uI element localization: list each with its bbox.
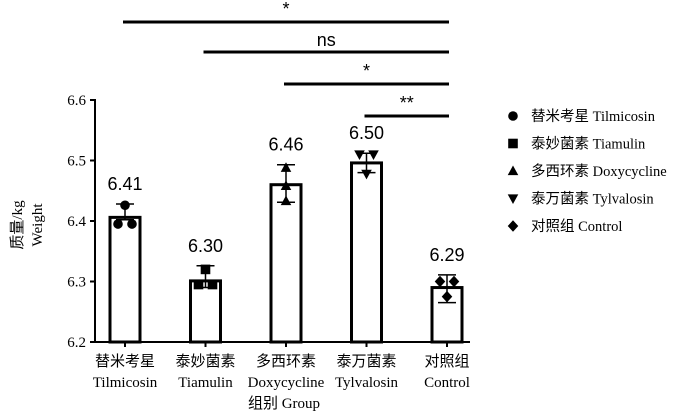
legend-marker [507, 220, 519, 232]
legend-label: 替米考星 Tilmicosin [531, 108, 656, 125]
data-point [441, 290, 453, 303]
legend: 替米考星 Tilmicosin 泰妙菌素 Tiamulin 多西环素 Doxycyc… [507, 108, 667, 235]
y-tick-label: 6.4 [67, 214, 86, 230]
data-point [368, 150, 379, 160]
bar-tylvalosin [350, 161, 383, 344]
data-point [127, 219, 137, 229]
y-tick-label: 6.6 [67, 93, 86, 109]
legend-marker [507, 194, 519, 205]
category-labels: 替米考星 Tilmicosin 泰妙菌素 Tiamulin 多西环素 Doxycyclin… [93, 353, 470, 412]
legend-label: 泰妙菌素 Tiamulin [531, 136, 646, 153]
data-point [280, 180, 292, 190]
category-label-en: Tiamulin [178, 375, 233, 391]
category-label-zh: 泰万菌素 [336, 353, 396, 370]
legend-label: 对照组 Control [531, 218, 622, 235]
y-axis-title-zh: 质量/kg [9, 200, 26, 250]
category-label-en: Control [424, 375, 470, 391]
category-label-zh: 对照组 [424, 353, 469, 370]
y-tick-label: 6.3 [67, 275, 86, 291]
data-point [207, 279, 218, 290]
significance-label: * [282, 0, 289, 19]
category-label-zh: 泰妙菌素 [175, 353, 235, 370]
data-point [193, 279, 204, 290]
bars: 6.41 6.30 6.46 6.50 6.29 [107, 123, 465, 344]
bar-tiamulin [189, 279, 222, 344]
significance-label: ns [317, 30, 336, 50]
bar-doxycycline [269, 183, 303, 344]
category-label-zh: 替米考星 [95, 353, 155, 370]
y-tick-label: 6.2 [67, 335, 86, 351]
value-label: 6.46 [268, 135, 303, 155]
y-tick-label: 6.5 [67, 154, 86, 170]
significance-label: ** [400, 93, 414, 113]
significance-brackets: *ns*** [123, 0, 449, 118]
category-label-en: Tylvalosin [335, 375, 399, 391]
legend-label: 泰万菌素 Tylvalosin [531, 191, 654, 208]
value-label: 6.29 [429, 245, 464, 265]
bar-tilmicosin [108, 215, 142, 344]
legend-marker [508, 138, 518, 149]
value-label: 6.50 [349, 123, 384, 143]
data-point [361, 169, 372, 180]
data-point [280, 162, 292, 172]
data-point [113, 219, 123, 229]
category-label-en: Tilmicosin [93, 375, 158, 391]
x-axis-title: 组别 Group [248, 395, 320, 412]
legend-label: 多西环素 Doxycycline [531, 163, 667, 180]
value-label: 6.41 [107, 174, 142, 194]
data-point [434, 275, 446, 288]
category-label-en: Doxycycline [248, 375, 325, 391]
data-point [280, 195, 292, 206]
data-point [448, 275, 460, 288]
data-point [200, 264, 211, 275]
category-label-zh: 多西环素 [256, 353, 316, 370]
legend-marker [508, 111, 518, 121]
axes: 6.2 6.3 6.4 6.5 6.6 质量/kg Weight [9, 93, 470, 351]
data-point [120, 200, 130, 211]
y-axis-title-en: Weight [30, 203, 46, 247]
significance-label: * [363, 61, 370, 81]
data-point [354, 150, 365, 160]
value-label: 6.30 [188, 236, 223, 256]
legend-marker [507, 165, 519, 176]
